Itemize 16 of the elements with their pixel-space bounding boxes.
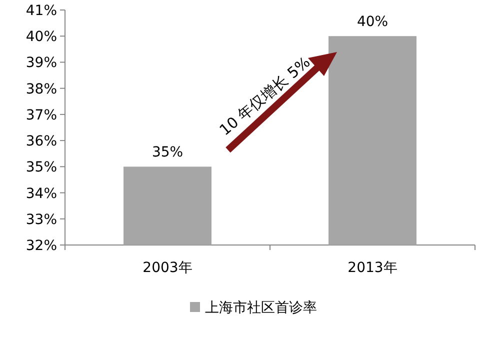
y-tick-label: 34% <box>26 186 57 202</box>
y-tick-label: 35% <box>26 160 57 176</box>
x-tick-label: 2003年 <box>142 260 192 276</box>
y-tick-label: 36% <box>26 134 57 150</box>
y-tick-label: 32% <box>26 238 57 254</box>
annotation: 10 年仅增长 5% <box>216 53 314 140</box>
data-label: 40% <box>356 14 388 30</box>
x-tick-label: 2013年 <box>348 260 398 276</box>
y-tick-label: 41% <box>26 3 57 19</box>
y-tick-label: 39% <box>26 55 57 72</box>
data-label: 35% <box>152 144 184 161</box>
y-tick-label: 40% <box>26 29 57 46</box>
y-tick-label: 38% <box>26 81 57 98</box>
y-tick-label: 33% <box>26 212 57 228</box>
legend-label: 上海市社区首诊率 <box>205 300 317 316</box>
y-tick-label: 37% <box>26 107 57 124</box>
